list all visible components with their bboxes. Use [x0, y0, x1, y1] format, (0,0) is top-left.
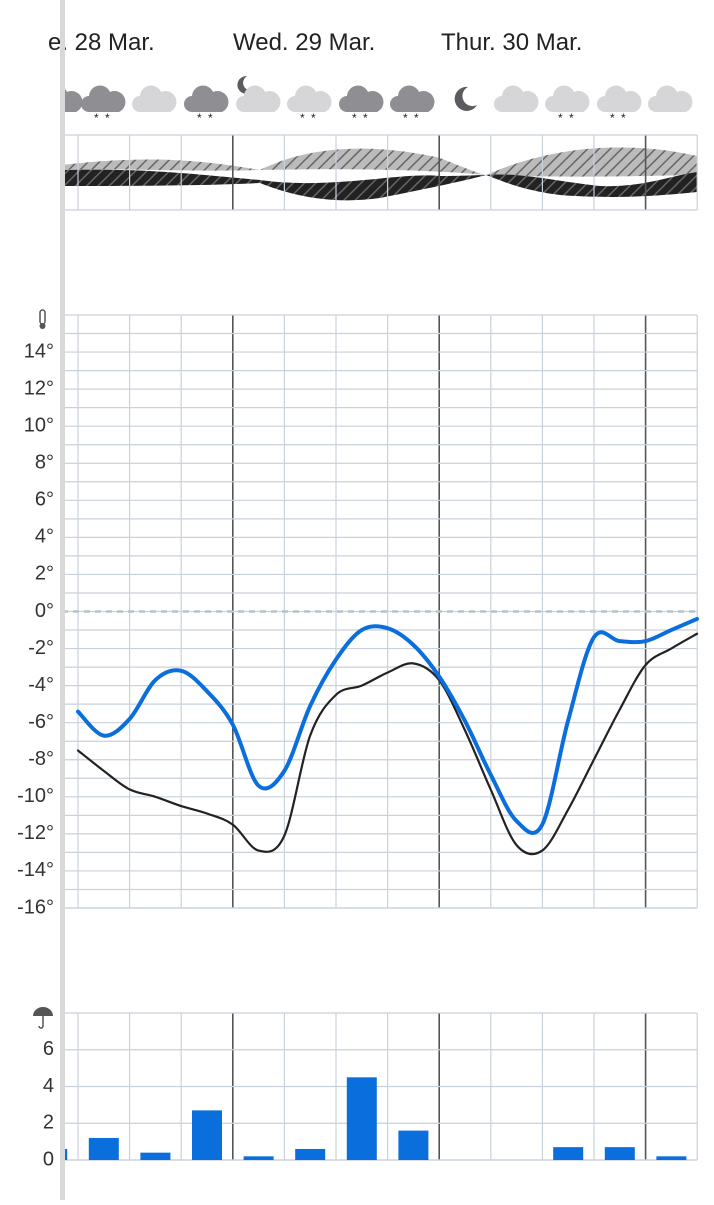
y-tick-label: -4° — [28, 674, 54, 696]
temperature-line — [76, 632, 699, 856]
temperature-line — [76, 616, 699, 835]
precipitation-bar — [88, 1137, 119, 1160]
precipitation-bar — [140, 1152, 171, 1160]
icon — [94, 113, 110, 123]
y-tick-label: 2° — [35, 563, 54, 585]
icon — [339, 85, 384, 112]
y-tick-label: 2 — [43, 1112, 54, 1134]
y-tick-label: -6° — [28, 711, 54, 733]
icon — [132, 85, 177, 112]
day-label: Wed. 29 Mar. — [233, 29, 375, 56]
umbrella-icon — [33, 1007, 53, 1029]
y-tick-label: -14° — [17, 859, 54, 881]
y-tick-label: 6° — [35, 489, 54, 511]
y-tick-label: -16° — [17, 896, 54, 918]
charts: 14° 12° 10° 8° 6° 4° 2° 0° -2° -4° -6° -8° -10° -12° -… — [17, 134, 699, 1170]
icon — [610, 113, 626, 123]
y-tick-label: 8° — [35, 452, 54, 474]
icon — [390, 85, 435, 112]
y-tick-label: 0 — [43, 1148, 54, 1170]
precipitation-bar — [192, 1110, 222, 1160]
icon — [352, 113, 368, 123]
icon — [494, 85, 539, 112]
y-tick-label: 0° — [35, 600, 54, 622]
weather-icons — [62, 76, 693, 123]
icon — [184, 85, 229, 112]
precipitation-bar — [604, 1147, 635, 1160]
icon — [81, 85, 126, 112]
day-label: e. 28 Mar. — [48, 29, 155, 56]
icon — [558, 113, 574, 123]
icon — [403, 113, 419, 123]
edge-shadow — [60, 0, 65, 1200]
y-tick-label: 6 — [43, 1038, 54, 1060]
y-tick-label: -2° — [28, 637, 54, 659]
icon — [454, 86, 477, 111]
precipitation-bar — [398, 1130, 429, 1160]
icon — [300, 113, 316, 123]
y-tick-label: 12° — [24, 377, 54, 399]
y-tick-label: 4° — [35, 526, 54, 548]
day-label: Thur. 30 Mar. — [441, 29, 582, 56]
precipitation-bar — [295, 1148, 326, 1160]
icon — [648, 85, 693, 112]
thermometer-icon — [39, 309, 46, 329]
icon — [597, 85, 642, 112]
precipitation-bar — [656, 1156, 687, 1160]
y-tick-label: -10° — [17, 785, 54, 807]
icon — [197, 113, 213, 123]
cloud-cover — [62, 147, 697, 201]
precipitation-bar — [553, 1147, 584, 1160]
icon — [545, 85, 590, 112]
precipitation-bar — [243, 1156, 274, 1160]
y-tick-label: -12° — [17, 822, 54, 844]
precipitation-bar — [346, 1077, 377, 1160]
y-tick-label: 10° — [24, 414, 54, 436]
y-tick-label: 14° — [24, 340, 54, 362]
y-tick-label: -8° — [28, 748, 54, 770]
icon — [287, 85, 332, 112]
y-tick-label: 4 — [43, 1075, 54, 1097]
